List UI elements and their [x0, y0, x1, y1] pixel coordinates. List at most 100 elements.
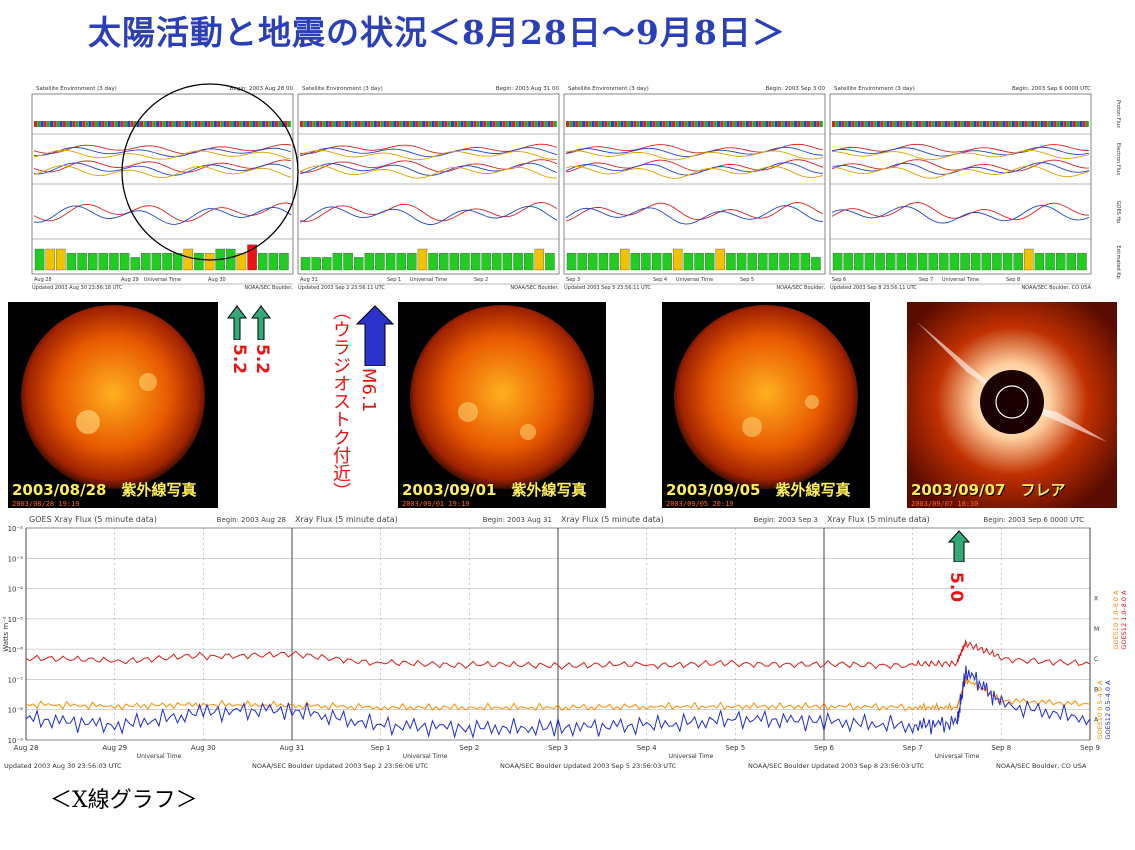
kp-bar: [56, 248, 66, 271]
kp-bar: [45, 248, 55, 271]
flux-series-line: [831, 143, 1090, 154]
panel-footer-left: Updated 2003 Sep 8 23:56:11 UTC: [830, 285, 917, 291]
proton-mark: [101, 121, 105, 127]
proton-mark: [162, 121, 166, 127]
proton-mark: [694, 121, 698, 127]
proton-mark: [34, 121, 37, 127]
proton-mark: [947, 121, 951, 127]
panel-footer-left: Updated 2003 Sep 2 23:56:11 UTC: [298, 285, 385, 291]
panel-footer-left: Updated 2003 Aug 30 23:56:18 UTC: [32, 285, 123, 291]
kp-bar: [194, 253, 204, 271]
flux-series-line: [299, 165, 558, 179]
proton-mark: [59, 121, 63, 127]
proton-mark: [938, 121, 942, 127]
proton-mark: [982, 121, 986, 127]
legend-entry: GOES10 1.0–8.0 A: [1112, 590, 1120, 650]
kp-bar: [77, 253, 87, 271]
proton-mark: [607, 121, 611, 127]
proton-mark: [662, 121, 666, 127]
legend-entry: GOES10 0.5–4.0 A: [1096, 680, 1104, 740]
x-tick-label: Aug 30: [191, 744, 216, 752]
kp-bar: [832, 253, 843, 271]
proton-mark: [1015, 121, 1019, 127]
proton-mark: [966, 121, 970, 127]
proton-mark: [652, 121, 656, 127]
y-tick-label: 10⁻³: [8, 555, 24, 563]
proton-mark: [1085, 121, 1089, 127]
proton-mark: [242, 121, 246, 127]
panel-header-right: Begin: 2003 Sep 3 00: [766, 86, 826, 92]
proton-mark: [332, 121, 336, 127]
kp-bar: [641, 253, 651, 271]
proton-mark: [1079, 121, 1083, 127]
proton-mark: [736, 121, 740, 127]
proton-mark: [999, 121, 1003, 127]
proton-mark: [675, 121, 679, 127]
proton-mark: [335, 121, 339, 127]
proton-mark: [729, 121, 733, 127]
kp-bar: [375, 253, 385, 271]
proton-mark: [268, 121, 272, 127]
flare-class-label: A: [1094, 717, 1099, 724]
proton-mark: [1011, 121, 1015, 127]
proton-mark: [226, 121, 230, 127]
proton-mark: [720, 121, 724, 127]
proton-mark: [1008, 121, 1012, 127]
proton-mark: [896, 121, 900, 127]
tick-label: Aug 30: [208, 277, 226, 283]
kp-bar: [343, 253, 353, 271]
kp-bar: [1045, 253, 1055, 271]
proton-mark: [104, 121, 108, 127]
proton-mark: [569, 121, 573, 127]
proton-mark: [684, 121, 688, 127]
kp-bar: [300, 257, 311, 271]
proton-mark: [1018, 121, 1022, 127]
proton-mark: [995, 121, 999, 127]
proton-mark: [800, 121, 804, 127]
x-tick-label: Aug 31: [280, 744, 305, 752]
proton-mark: [867, 121, 871, 127]
flux-series-line: [33, 165, 292, 179]
proton-mark: [441, 121, 445, 127]
proton-mark: [316, 121, 320, 127]
page-title: 太陽活動と地震の状況＜8月28日～9月8日＞: [88, 13, 786, 52]
kp-bar: [407, 253, 417, 271]
x-axis-label: Universal Time: [669, 753, 714, 760]
kp-bar: [34, 248, 45, 271]
proton-mark: [604, 121, 608, 127]
proton-mark: [794, 121, 798, 127]
proton-mark: [303, 121, 307, 127]
proton-mark: [716, 121, 720, 127]
kp-bar: [311, 257, 321, 271]
proton-mark: [873, 121, 877, 127]
kp-bar: [630, 253, 641, 271]
proton-mark: [784, 121, 788, 127]
proton-mark: [544, 121, 548, 127]
kp-bar: [1002, 253, 1013, 271]
proton-mark: [854, 121, 858, 127]
proton-mark: [912, 121, 916, 127]
proton-mark: [152, 121, 156, 127]
proton-mark: [870, 121, 874, 127]
proton-mark: [499, 121, 503, 127]
proton-mark: [928, 121, 932, 127]
panel-header-right: Begin: 2003 Aug 28 00: [230, 86, 294, 92]
satellite-environment-strip: Satellite Environment (3 day) Begin: 2003…: [31, 83, 1121, 291]
proton-mark: [752, 121, 756, 127]
flare-quake-arrow-icon: [948, 530, 970, 562]
proton-mark: [713, 121, 717, 127]
proton-mark: [986, 121, 990, 127]
panel-title: Xray Flux (5 minute data): [827, 515, 930, 524]
proton-mark: [1082, 121, 1086, 127]
flux-series-line: [33, 202, 292, 222]
proton-mark: [636, 121, 640, 127]
sun-image-0901: 2003/09/01 紫外線写真 2003/09/01 19:19: [398, 302, 606, 508]
x-tick-label: Sep 8: [991, 744, 1011, 752]
proton-mark: [524, 121, 528, 127]
x-tick-label: Aug 29: [102, 744, 127, 752]
proton-mark: [207, 121, 211, 127]
proton-mark: [723, 121, 727, 127]
coronagraph-flare-icon: [907, 302, 1117, 508]
proton-mark: [893, 121, 897, 127]
chart-footer: NOAA/SEC Boulder, CO USA: [996, 762, 1087, 770]
